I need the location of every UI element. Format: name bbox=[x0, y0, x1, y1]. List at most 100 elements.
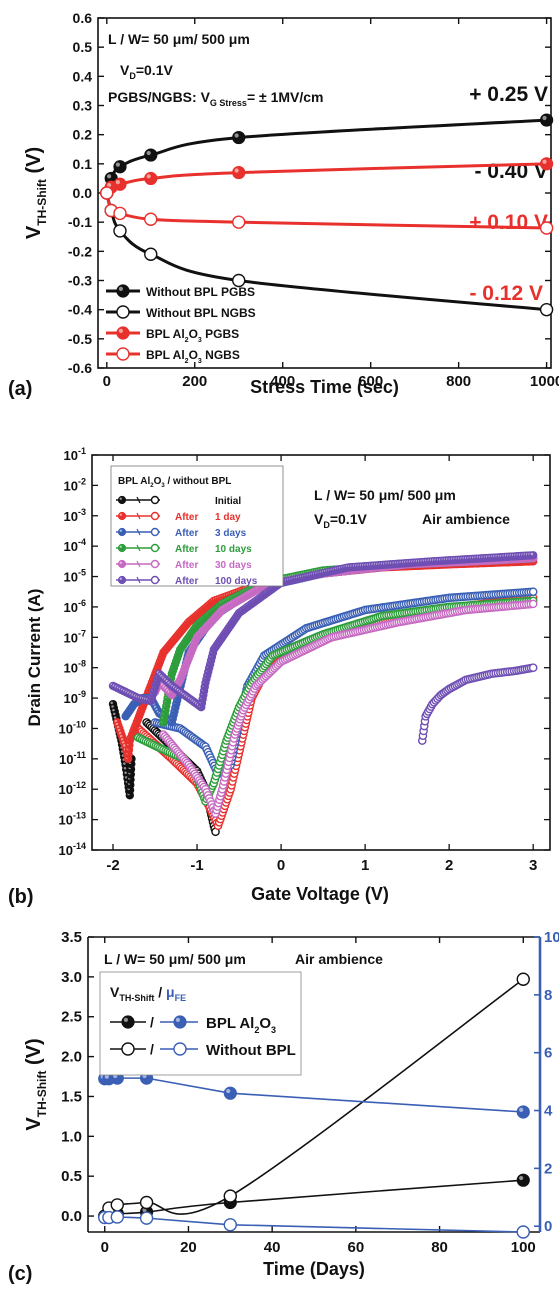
marker-highlight bbox=[234, 133, 239, 138]
data-point bbox=[232, 215, 246, 229]
legend-label: BPL Al2O3 PGBS bbox=[146, 327, 239, 344]
y-tick-label: 10-5 bbox=[64, 568, 86, 585]
marker-fill bbox=[113, 177, 127, 191]
data-point bbox=[540, 157, 554, 171]
marker-open bbox=[116, 305, 130, 319]
y-tick-label: 10-8 bbox=[64, 659, 86, 676]
legend-marker bbox=[116, 347, 130, 361]
data-point bbox=[232, 130, 246, 145]
plot-frame bbox=[91, 454, 551, 851]
x-tick-label: 400 bbox=[270, 373, 295, 390]
data-point bbox=[144, 247, 158, 261]
marker-open bbox=[116, 347, 130, 361]
legend-marker bbox=[116, 284, 130, 298]
marker-fill bbox=[540, 113, 554, 127]
x-tick-label: 1000 bbox=[530, 373, 559, 390]
data-point bbox=[528, 587, 538, 597]
data-point bbox=[540, 113, 554, 127]
data-point bbox=[539, 302, 554, 317]
y-tick-label: 0.4 bbox=[73, 68, 93, 84]
y-tick-label: -0.2 bbox=[68, 243, 92, 259]
y-tick-label: 10-9 bbox=[64, 689, 86, 706]
y-tick-label: 10-3 bbox=[64, 507, 86, 524]
y-tick-label: 10-12 bbox=[59, 780, 86, 797]
legend-label: BPL Al2O3 NGBS bbox=[146, 348, 240, 365]
y-tick-label: -0.1 bbox=[68, 214, 92, 230]
marker-open bbox=[144, 212, 158, 226]
panel-b: 10-14 10-13 10-12 10-11 10-10 10-9 10-8 10-7 10-… bbox=[8, 446, 551, 908]
x-tick-label: 600 bbox=[358, 373, 383, 390]
panel-label: (a) bbox=[8, 378, 32, 400]
marker-fill bbox=[540, 157, 554, 171]
y-tick-label: 10-13 bbox=[59, 811, 86, 828]
marker-highlight bbox=[542, 115, 547, 121]
x-axis-title: Gate Voltage (V) bbox=[251, 884, 389, 904]
x-tick-label: 800 bbox=[446, 373, 471, 390]
y-tick-label: -0.4 bbox=[68, 302, 92, 318]
series-annotation: + 0.10 V bbox=[469, 211, 548, 234]
data-point bbox=[232, 273, 246, 288]
y-tick-label: 10-4 bbox=[64, 537, 86, 554]
series-annotation: - 0.12 V bbox=[469, 282, 543, 305]
marker-highlight bbox=[118, 328, 123, 333]
legend-marker bbox=[116, 305, 130, 319]
x-axis-title: Stress Time (sec) bbox=[250, 377, 399, 397]
legend: Without BPL PGBS Without BPL NGBS BPL Al2O… bbox=[106, 284, 256, 365]
marker-highlight bbox=[123, 762, 126, 765]
marker-open bbox=[528, 587, 538, 597]
marker-highlight bbox=[146, 174, 151, 179]
y-tick-label: 0.1 bbox=[73, 156, 93, 172]
marker-fill bbox=[113, 160, 127, 174]
data-point bbox=[113, 160, 127, 174]
series-annotation: + 0.25 V bbox=[469, 83, 548, 106]
marker-open bbox=[528, 599, 538, 609]
marker-open bbox=[232, 273, 246, 288]
marker-highlight bbox=[106, 174, 112, 179]
marker-highlight bbox=[115, 180, 120, 185]
y-tick-label: 10-2 bbox=[64, 476, 86, 493]
y-tick-label: 0.3 bbox=[73, 98, 93, 114]
marker-open bbox=[528, 663, 538, 672]
marker-highlight bbox=[115, 162, 120, 167]
data-point bbox=[113, 224, 127, 238]
panel-a: -0.6-0.5-0.4-0.3-0.2-0.10.00.10.20.30.40… bbox=[8, 10, 559, 400]
data-point bbox=[528, 599, 538, 609]
y-tick-label: 10-7 bbox=[64, 628, 86, 645]
marker-highlight bbox=[113, 712, 116, 716]
data-point bbox=[144, 148, 158, 162]
info-vd: VD=0.1V bbox=[314, 511, 367, 530]
legend-label: Without BPL PGBS bbox=[146, 285, 255, 299]
series-bpl-al2o3-pgbs bbox=[100, 157, 554, 200]
y-tick-label: 10-11 bbox=[59, 750, 86, 767]
data-point bbox=[100, 186, 114, 200]
marker-open bbox=[113, 224, 127, 238]
y-axis-title: VTH-Shift (V) bbox=[23, 147, 49, 239]
info-geometry: L / W= 50 μm/ 500 μm bbox=[314, 487, 456, 503]
legend-marker bbox=[116, 326, 130, 340]
marker-fill bbox=[116, 284, 130, 298]
info-stress: PGBS/NGBS: VG Stress= ± 1MV/cm bbox=[108, 89, 324, 108]
x-tick-label: -2 bbox=[106, 857, 119, 874]
marker-fill bbox=[144, 171, 158, 186]
data-point bbox=[144, 212, 158, 226]
y-tick-label: 0.5 bbox=[73, 39, 93, 55]
data-point bbox=[528, 663, 538, 672]
marker-highlight bbox=[123, 766, 127, 770]
y-tick-label: 0.6 bbox=[73, 10, 93, 26]
marker-fill bbox=[144, 148, 158, 162]
marker-highlight bbox=[123, 744, 126, 747]
y-tick-label: 10-10 bbox=[59, 719, 86, 736]
marker-highlight bbox=[118, 286, 123, 291]
x-tick-label: 2 bbox=[445, 857, 453, 874]
marker-fill bbox=[232, 165, 246, 180]
data-point bbox=[144, 171, 158, 186]
y-axis-title: Drain Current (A) bbox=[25, 589, 44, 727]
info-ambience: Air ambience bbox=[422, 511, 510, 527]
legend-label: Without BPL NGBS bbox=[146, 306, 256, 320]
marker-highlight bbox=[124, 771, 127, 775]
series-bpl-al2o3-ngbs bbox=[100, 186, 554, 235]
data-point bbox=[232, 165, 246, 180]
info-geometry: L / W= 50 μm/ 500 μm bbox=[108, 31, 250, 47]
marker-highlight bbox=[110, 701, 114, 705]
y-tick-label: 10-14 bbox=[59, 841, 86, 858]
